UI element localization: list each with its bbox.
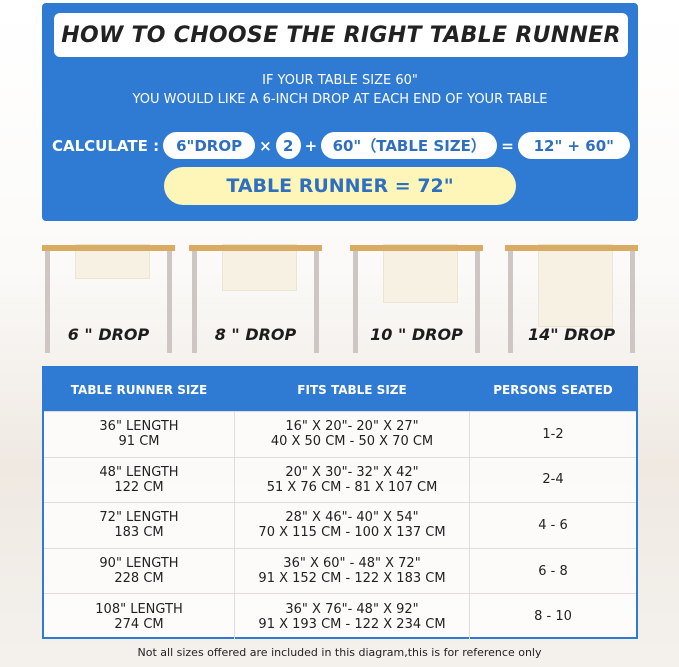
fits-inches: 28" X 46"- 40" X 54" <box>285 510 419 526</box>
fits-cm: 40 X 50 CM - 50 X 70 CM <box>270 434 434 450</box>
table-row: 48" LENGTH 122 CM 20" X 30"- 32" X 42" 51 … <box>44 456 636 503</box>
drop-label: 10 " DROP <box>370 325 463 344</box>
fits-inches: 20" X 30"- 32" X 42" <box>285 464 419 480</box>
size-cm: 183 CM <box>114 525 164 541</box>
tabletop <box>42 245 175 251</box>
header-runner-size: TABLE RUNNER SIZE <box>70 382 208 397</box>
size-cm: 91 CM <box>118 434 160 450</box>
footnote: Not all sizes offered are included in th… <box>137 646 542 659</box>
table-leg <box>192 251 197 353</box>
persons-cell: 4 - 6 <box>538 517 568 533</box>
drop-illustration: 6 " DROP <box>42 244 175 353</box>
page-title: HOW TO CHOOSE THE RIGHT TABLE RUNNER <box>54 13 628 57</box>
table-runner-cloth <box>538 244 613 327</box>
fits-inches: 16" X 20"- 20" X 27" <box>285 419 419 435</box>
table-leg <box>314 251 319 353</box>
fits-cm: 91 X 152 CM - 122 X 183 CM <box>258 571 446 587</box>
persons-cell: 1-2 <box>542 426 564 442</box>
equals-sign: = <box>501 136 514 155</box>
fits-cm: 51 X 76 CM - 81 X 107 CM <box>266 479 438 495</box>
drop-label: 6 " DROP <box>67 325 150 344</box>
multiplier-pill: 2 <box>275 132 301 159</box>
size-inches: 90" LENGTH <box>99 556 179 572</box>
drop-label: 14" DROP <box>527 325 616 344</box>
fits-table-cell: 36" X 76"- 48" X 92" 91 X 193 CM - 122 X … <box>234 594 470 639</box>
table-leg <box>630 251 635 353</box>
fits-table-cell: 36" X 60" - 48" X 72" 91 X 152 CM - 122 X… <box>234 548 470 594</box>
header-fits-table: FITS TABLE SIZE <box>297 382 407 397</box>
intro-line-1: IF YOUR TABLE SIZE 60" <box>262 73 418 88</box>
table-leg <box>353 251 358 353</box>
size-cm: 228 CM <box>114 571 164 587</box>
intro-line-2: YOU WOULD LIKE A 6-INCH DROP AT EACH END… <box>132 92 548 107</box>
runner-size-cell: 72" LENGTH 183 CM <box>44 503 234 548</box>
plus-sign: + <box>304 136 318 155</box>
fits-inches: 36" X 76"- 48" X 92" <box>285 601 419 617</box>
calculation-panel: HOW TO CHOOSE THE RIGHT TABLE RUNNER IF … <box>42 3 638 221</box>
table-runner-cloth <box>222 244 297 291</box>
size-inches: 72" LENGTH <box>99 510 179 526</box>
tabletop <box>350 245 483 251</box>
tabletop <box>505 245 638 251</box>
header-persons: PERSONS SEATED <box>493 382 613 397</box>
table-row: 90" LENGTH 228 CM 36" X 60" - 48" X 72" 91… <box>44 547 636 594</box>
size-inches: 108" LENGTH <box>95 601 183 617</box>
size-inches: 48" LENGTH <box>99 464 179 480</box>
fits-cm: 91 X 193 CM - 122 X 234 CM <box>258 616 446 632</box>
table-leg <box>167 251 172 353</box>
calculation-formula: CALCULATE : 6"DROP × 2 + 60"（TABLE SIZE）… <box>52 132 630 159</box>
tabletop <box>189 245 322 251</box>
fits-table-cell: 16" X 20"- 20" X 27" 40 X 50 CM - 50 X 70… <box>234 412 470 457</box>
table-leg <box>508 251 513 353</box>
calc-label: CALCULATE : <box>52 136 160 155</box>
drop-illustration: 10 " DROP <box>350 244 483 353</box>
table-runner-cloth <box>383 244 458 303</box>
times-sign: × <box>259 136 272 155</box>
drop-pill: 6"DROP <box>163 132 256 159</box>
runner-size-cell: 90" LENGTH 228 CM <box>44 549 234 594</box>
persons-cell: 8 - 10 <box>534 609 572 625</box>
table-leg <box>475 251 480 353</box>
runner-size-cell: 108" LENGTH 274 CM <box>44 594 234 639</box>
result-pill: TABLE RUNNER = 72" <box>164 167 516 205</box>
persons-cell: 6 - 8 <box>538 563 568 579</box>
size-cm: 274 CM <box>114 616 164 632</box>
fits-cm: 70 X 115 CM - 100 X 137 CM <box>258 525 446 541</box>
drop-illustration: 14" DROP <box>505 244 638 353</box>
runner-size-cell: 48" LENGTH 122 CM <box>44 458 234 503</box>
drop-illustration: 8 " DROP <box>189 244 322 353</box>
table-row: 72" LENGTH 183 CM 28" X 46"- 40" X 54" 70 … <box>44 502 636 548</box>
persons-cell: 2-4 <box>542 472 564 488</box>
fits-table-cell: 28" X 46"- 40" X 54" 70 X 115 CM - 100 X … <box>234 503 470 548</box>
runner-size-cell: 36" LENGTH 91 CM <box>44 412 234 457</box>
size-inches: 36" LENGTH <box>99 419 179 435</box>
sum-pill: 12" + 60" <box>517 132 630 159</box>
table-size-pill: 60"（TABLE SIZE） <box>321 132 498 159</box>
size-cm: 122 CM <box>114 479 164 495</box>
fits-inches: 36" X 60" - 48" X 72" <box>283 556 421 572</box>
table-header: TABLE RUNNER SIZE FITS TABLE SIZE PERSON… <box>44 368 636 411</box>
table-leg <box>45 251 50 353</box>
fits-table-cell: 20" X 30"- 32" X 42" 51 X 76 CM - 81 X 10… <box>234 457 470 503</box>
drop-label: 8 " DROP <box>214 325 297 344</box>
size-table: TABLE RUNNER SIZE FITS TABLE SIZE PERSON… <box>42 366 638 639</box>
table-row: 108" LENGTH 274 CM 36" X 76"- 48" X 92" 91… <box>44 593 636 639</box>
table-row: 36" LENGTH 91 CM 16" X 20"- 20" X 27" 40 X… <box>44 411 636 457</box>
